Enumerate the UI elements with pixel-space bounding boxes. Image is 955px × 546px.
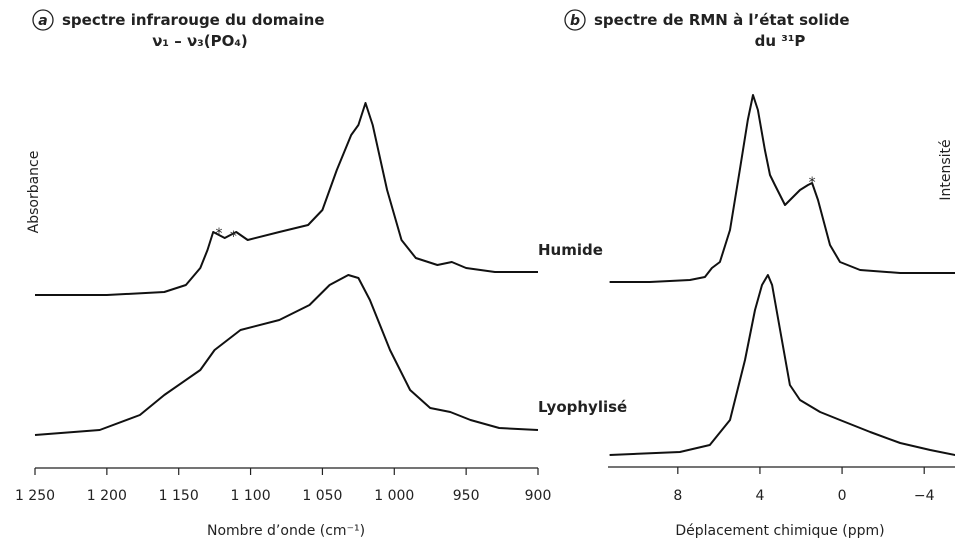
chart-title: ν₁ – ν₃(PO₄): [152, 32, 248, 50]
spectrum-line: [34, 274, 539, 436]
x-tick-label: 4: [755, 488, 764, 504]
annotation: *: [215, 226, 222, 242]
x-tick-label: 950: [453, 488, 480, 504]
panel-label: a: [38, 13, 47, 29]
x-tick-label: 1 000: [374, 488, 414, 504]
x-tick-label: 0: [838, 488, 847, 504]
series-label: Humide: [538, 241, 603, 259]
y-axis-label: Absorbance: [26, 151, 42, 234]
series-label: Lyophylisé: [538, 398, 627, 416]
x-tick-label: 1 150: [159, 488, 199, 504]
x-tick-label: 1 200: [87, 488, 127, 504]
x-axis-label: Déplacement chimique (ppm): [675, 523, 884, 539]
panel-badge: [564, 9, 586, 31]
panel-badge: [32, 9, 54, 31]
x-tick-label: 1 100: [231, 488, 271, 504]
x-axis-label: Nombre d’onde (cm⁻¹): [207, 523, 365, 539]
spectrum-line: [35, 102, 538, 296]
panel-label: b: [570, 13, 580, 29]
annotation: *: [809, 175, 816, 191]
x-tick-label: 1 050: [302, 488, 342, 504]
y-axis-label: Intensité: [938, 139, 954, 200]
x-tick-label: 8: [673, 488, 682, 504]
chart-title: du ³¹P: [755, 32, 806, 50]
spectrum-line: [609, 274, 955, 456]
x-tick-label: 900: [525, 488, 552, 504]
x-tick-label: −4: [914, 488, 935, 504]
annotation: *: [230, 229, 237, 245]
chart-title: spectre de RMN à l’état solide: [594, 11, 850, 29]
x-tick-label: 1 250: [15, 488, 55, 504]
spectrum-line: [609, 94, 955, 283]
chart-title: spectre infrarouge du domaine: [62, 11, 325, 29]
